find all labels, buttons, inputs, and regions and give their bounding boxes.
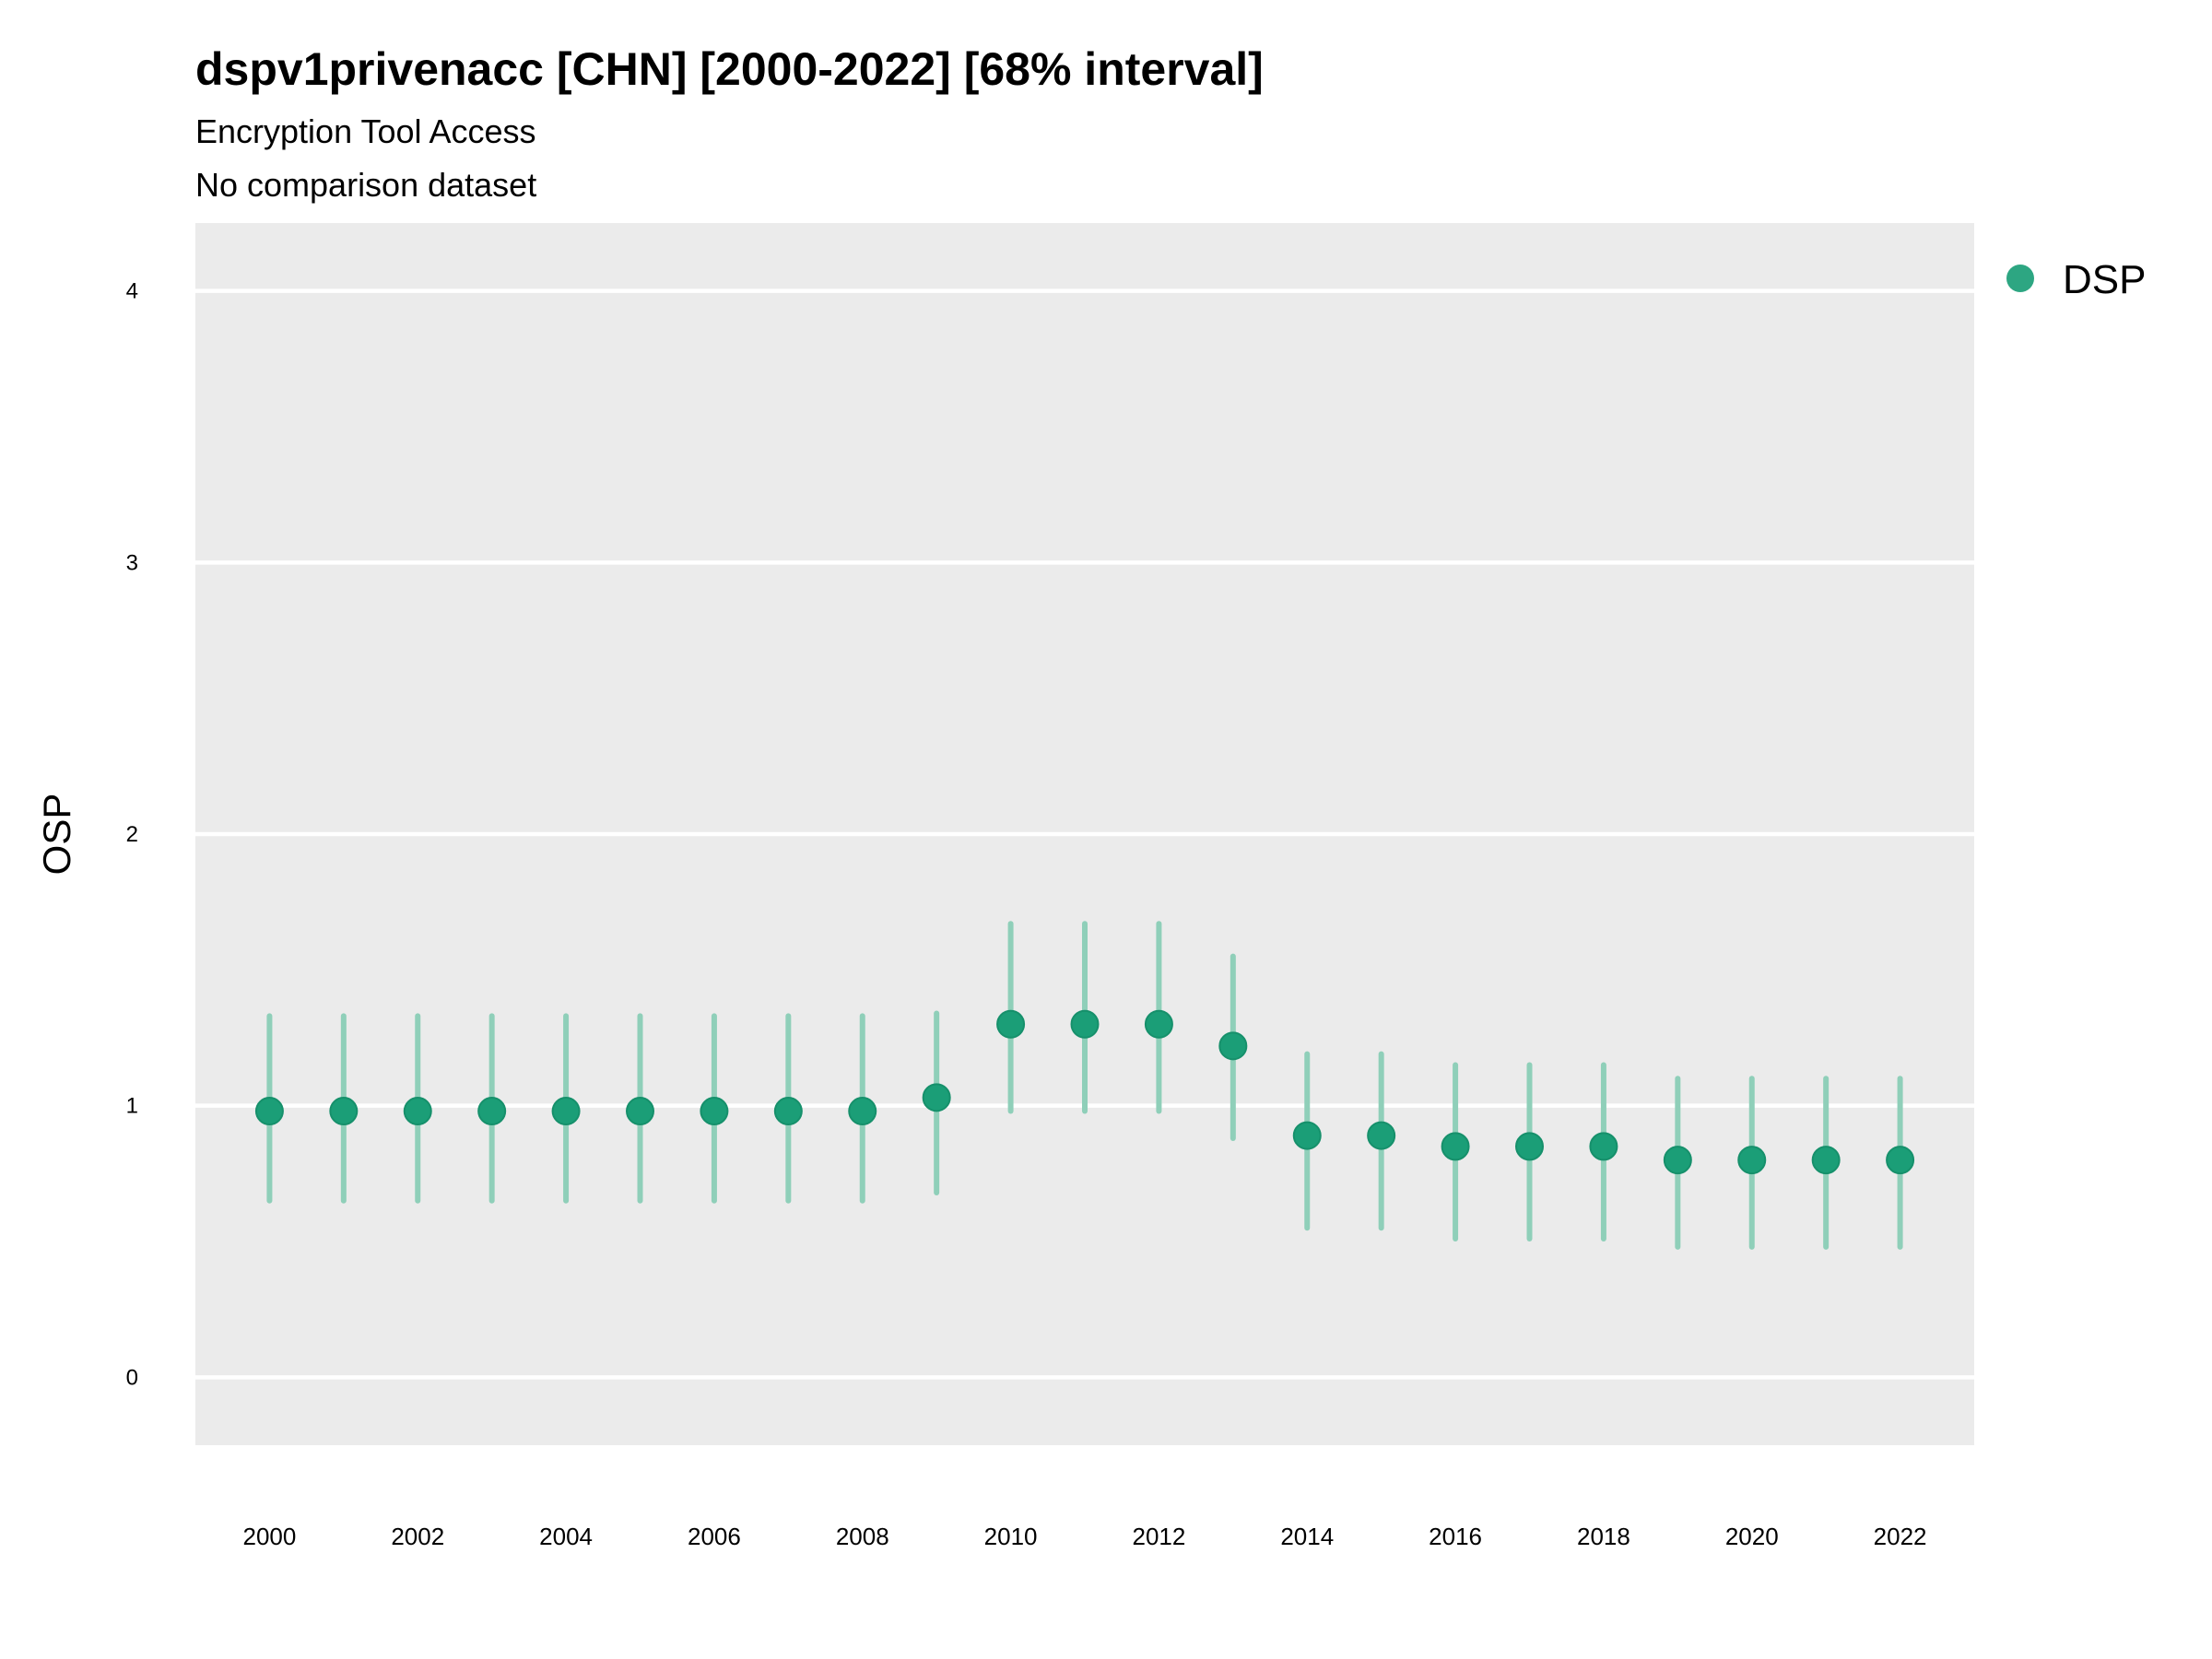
data-point-2002 <box>403 1097 432 1126</box>
data-point-2006 <box>700 1097 729 1126</box>
x-tick-label-2004: 2004 <box>539 1523 593 1550</box>
x-tick-label-2002: 2002 <box>391 1523 444 1550</box>
data-point-2009 <box>922 1083 951 1112</box>
data-point-2007 <box>773 1097 803 1126</box>
chart-subtitle: Encryption Tool Access <box>195 112 536 150</box>
x-tick-label-2012: 2012 <box>1132 1523 1185 1550</box>
x-tick-label-2016: 2016 <box>1429 1523 1482 1550</box>
data-point-2017 <box>1515 1132 1544 1161</box>
data-point-2018 <box>1589 1132 1618 1161</box>
data-point-2010 <box>996 1009 1026 1039</box>
y-tick-label-1: 1 <box>126 1094 138 1119</box>
x-tick-label-2020: 2020 <box>1725 1523 1779 1550</box>
data-point-2001 <box>329 1097 359 1126</box>
x-tick-label-2008: 2008 <box>836 1523 889 1550</box>
legend-label-dsp: DSP <box>2063 257 2146 302</box>
y-axis-label: OSP <box>35 794 78 876</box>
data-point-2011 <box>1070 1009 1100 1039</box>
legend-marker-dsp <box>2006 265 2034 292</box>
data-points <box>254 1009 1915 1175</box>
data-point-2021 <box>1811 1146 1841 1175</box>
y-tick-label-2: 2 <box>126 822 138 847</box>
data-point-2000 <box>254 1097 284 1126</box>
y-tick-label-0: 0 <box>126 1365 138 1390</box>
chart-subtitle-2: No comparison dataset <box>195 166 536 204</box>
data-point-2019 <box>1663 1146 1692 1175</box>
y-tick-label-4: 4 <box>126 279 138 304</box>
x-tick-label-2014: 2014 <box>1280 1523 1334 1550</box>
data-point-2013 <box>1218 1031 1248 1061</box>
legend: DSP <box>2006 257 2146 302</box>
x-tick-label-2010: 2010 <box>984 1523 1038 1550</box>
x-tick-label-2000: 2000 <box>242 1523 296 1550</box>
data-point-2016 <box>1441 1132 1470 1161</box>
x-axis-ticks: 2000 2002 2004 2006 2008 2010 2012 2014 2016 2018… <box>242 1523 1926 1550</box>
y-axis-ticks: 0 1 2 3 4 <box>126 279 138 1391</box>
x-tick-label-2022: 2022 <box>1874 1523 1927 1550</box>
data-point-2012 <box>1144 1009 1173 1039</box>
chart-title: dspv1privenacc [CHN] [2000-2022] [68% in… <box>195 43 1264 95</box>
data-point-2015 <box>1367 1121 1396 1150</box>
x-tick-label-2006: 2006 <box>688 1523 741 1550</box>
x-tick-label-2018: 2018 <box>1577 1523 1630 1550</box>
data-point-2020 <box>1737 1146 1767 1175</box>
data-point-2003 <box>477 1097 507 1126</box>
data-point-2014 <box>1292 1121 1322 1150</box>
y-tick-label-3: 3 <box>126 550 138 575</box>
data-point-2008 <box>848 1097 877 1126</box>
data-point-2005 <box>626 1097 654 1126</box>
data-point-2022 <box>1886 1146 1915 1175</box>
data-point-2004 <box>551 1097 581 1126</box>
